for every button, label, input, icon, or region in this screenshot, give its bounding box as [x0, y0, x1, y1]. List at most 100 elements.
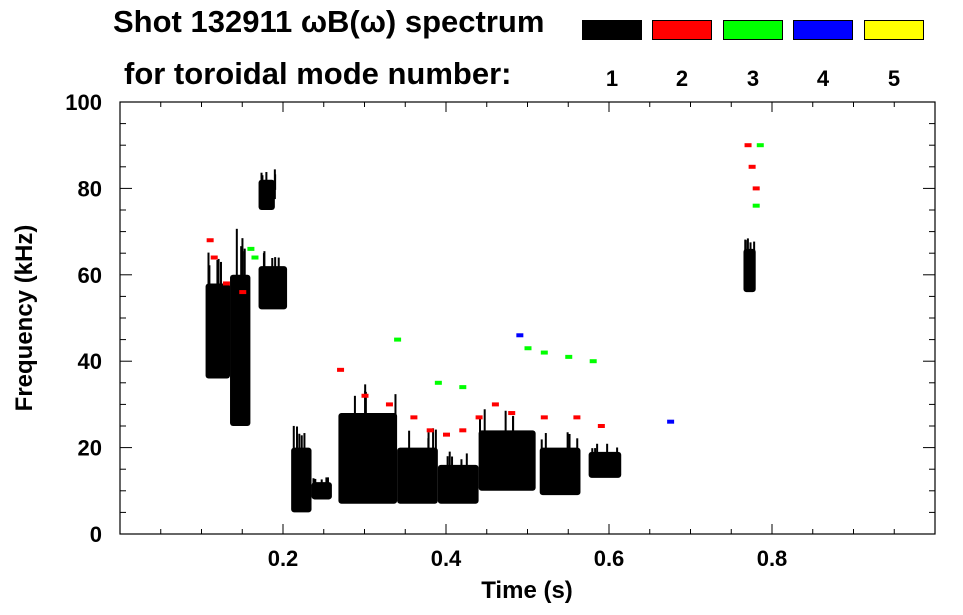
- mode-3-point: [394, 337, 402, 342]
- mode-1-streak: [460, 459, 463, 476]
- mode-2-point: [206, 238, 214, 243]
- mode-4-point: [667, 419, 675, 424]
- mode-1-streak: [446, 456, 449, 481]
- mode-2-point: [385, 402, 393, 407]
- mode-1-streak: [753, 241, 756, 263]
- mode-1-streak: [512, 415, 515, 458]
- mode-1-streak: [576, 438, 579, 465]
- mode-1-streak: [314, 478, 317, 489]
- mode-1-streak: [427, 432, 430, 477]
- mode-1-streak: [434, 429, 437, 482]
- legend-swatch-mode-3: [723, 20, 783, 40]
- mode-1-streak: [277, 257, 280, 283]
- chart-subtitle: for toroidal mode number:: [124, 56, 512, 91]
- y-tick-label: 80: [78, 176, 102, 201]
- mode-1-streak: [216, 260, 219, 327]
- y-axis-title: Frequency (kHz): [11, 225, 38, 412]
- mode-1-streak: [219, 261, 222, 324]
- mode-1-streak: [325, 477, 328, 492]
- mode-2-point: [475, 415, 483, 420]
- mode-2-point: [443, 432, 450, 437]
- mode-3-point: [589, 359, 597, 364]
- legend-swatch-mode-5: [864, 20, 924, 40]
- mode-2-point: [361, 393, 369, 398]
- mode-2-point: [752, 186, 760, 191]
- mode-2-point: [540, 415, 548, 420]
- mode-2-point: [410, 415, 418, 420]
- mode-1-streak: [544, 433, 547, 475]
- mode-1-streak: [451, 456, 454, 481]
- mode-2-point: [459, 428, 467, 433]
- x-axis-title: Time (s): [481, 577, 573, 604]
- mode-1-streak: [606, 443, 609, 468]
- mode-1-streak: [616, 447, 619, 461]
- mode-1-streak: [274, 257, 277, 283]
- mode-1-streak: [274, 174, 277, 190]
- mode-2-point: [239, 290, 247, 295]
- mode-3-point: [251, 255, 259, 260]
- mode-1-streak: [265, 172, 268, 195]
- mode-1-region: [338, 413, 398, 504]
- mode-1-streak: [568, 433, 571, 473]
- mode-1-streak: [240, 246, 243, 328]
- mode-1-streak: [300, 435, 303, 471]
- mode-1-streak: [448, 451, 451, 490]
- mode-1-streak: [594, 448, 597, 460]
- mode-1-streak: [465, 453, 468, 487]
- mode-3-point: [434, 380, 442, 385]
- mode-1-streak: [749, 242, 752, 261]
- mode-1-streak: [540, 439, 543, 463]
- mode-2-point: [426, 428, 434, 433]
- mode-1-streak: [353, 395, 356, 446]
- mode-1-streak: [596, 443, 599, 468]
- mode-1-region: [258, 266, 288, 310]
- y-tick-label: 100: [65, 90, 102, 115]
- mode-1-region: [478, 430, 536, 491]
- legend-label-mode-5: 5: [887, 66, 901, 91]
- mode-1-region: [397, 447, 438, 504]
- mode-1-streak: [298, 433, 301, 474]
- mode-1-streak: [504, 410, 507, 467]
- mode-3-point: [565, 354, 573, 359]
- mode-3-point: [459, 385, 467, 390]
- mode-1-streak: [292, 425, 295, 488]
- y-tick-label: 60: [78, 263, 102, 288]
- mode-1-streak: [364, 391, 367, 453]
- mode-1-streak: [566, 432, 569, 477]
- legend-label-mode-3: 3: [746, 66, 760, 91]
- mode-1-streak: [394, 394, 397, 449]
- mode-1-streak: [312, 478, 315, 490]
- mode-3-point: [524, 346, 532, 351]
- mode-1-streak: [591, 448, 594, 459]
- mode-1-region: [205, 283, 231, 379]
- legend-swatch-mode-4: [793, 20, 853, 40]
- mode-1-streak: [217, 258, 220, 329]
- mode-2-point: [748, 164, 756, 169]
- mode-1-streak: [326, 477, 329, 492]
- mode-3-point: [540, 350, 548, 355]
- x-tick-label: 0.6: [594, 546, 625, 571]
- mode-4-point: [516, 333, 524, 338]
- plot-data-layer: [205, 143, 764, 513]
- mode-2-point: [744, 143, 752, 148]
- mode-3-point: [756, 143, 764, 148]
- mode-2-point: [597, 424, 605, 428]
- legend-label-mode-1: 1: [605, 66, 619, 91]
- x-tick-label: 0.2: [268, 546, 299, 571]
- mode-1-streak: [296, 426, 299, 487]
- mode-2-point: [337, 367, 345, 372]
- mode-1-streak: [478, 417, 481, 455]
- axis-tick-labels: 0.2 0.4 0.6 0.8 0 20 40 60 80 100: [65, 90, 787, 571]
- mode-1-streak: [260, 172, 263, 193]
- mode-1-streak: [320, 479, 323, 488]
- mode-1-streak: [408, 430, 411, 479]
- x-tick-label: 0.4: [431, 546, 462, 571]
- mode-1-streak: [271, 258, 274, 282]
- legend-label-mode-4: 4: [816, 66, 830, 91]
- mode-1-streak: [303, 433, 306, 475]
- y-tick-label: 20: [78, 436, 102, 461]
- mode-3-point: [247, 246, 255, 251]
- mode-1-streak: [483, 409, 486, 470]
- mode-1-streak: [746, 240, 749, 266]
